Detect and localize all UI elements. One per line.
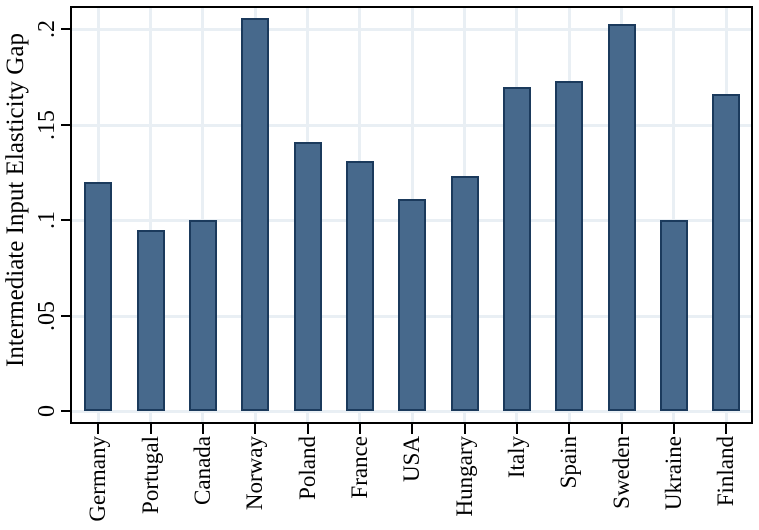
bar-germany <box>84 182 113 411</box>
x-category-label: Spain <box>556 436 582 489</box>
bar-france <box>345 161 374 411</box>
x-axis-tick <box>672 424 675 434</box>
bar-canada <box>188 220 217 411</box>
x-axis-tick <box>201 424 204 434</box>
y-axis-title: Intermediate Input Elasticity Gap <box>2 33 29 367</box>
x-axis-tick <box>463 424 466 434</box>
bar-norway <box>241 17 270 411</box>
x-axis-tick <box>620 424 623 434</box>
y-tick-label: .2 <box>34 20 60 39</box>
y-axis-tick <box>61 410 70 412</box>
x-axis-tick <box>97 424 100 434</box>
y-tick-label: .1 <box>34 211 60 230</box>
x-axis-tick <box>149 424 152 434</box>
bar-portugal <box>136 229 165 411</box>
x-category-label: Canada <box>189 436 215 505</box>
x-category-label: France <box>346 436 372 499</box>
x-category-label: Sweden <box>608 436 634 509</box>
bar-sweden <box>607 23 636 411</box>
x-category-label: Poland <box>294 436 320 500</box>
y-tick-label: .05 <box>34 300 60 331</box>
bar-finland <box>712 94 741 411</box>
bar-ukraine <box>659 220 688 411</box>
bar-usa <box>398 199 427 411</box>
y-axis-tick <box>61 123 70 126</box>
v-gridline <box>149 8 153 422</box>
v-gridline <box>201 8 205 422</box>
bar-hungary <box>450 176 479 411</box>
x-category-label: Italy <box>503 436 529 479</box>
y-axis-tick <box>61 219 70 222</box>
x-category-label: Germany <box>85 436 111 522</box>
y-tick-label: .15 <box>34 109 60 140</box>
y-axis-tick <box>61 28 70 31</box>
bar-italy <box>502 86 531 411</box>
x-category-label: Norway <box>242 436 268 511</box>
x-category-label: USA <box>399 436 425 483</box>
x-axis-tick <box>254 424 257 434</box>
plot-area <box>70 6 753 424</box>
x-axis-tick <box>306 424 309 434</box>
x-category-label: Ukraine <box>660 436 686 511</box>
x-category-label: Hungary <box>451 436 477 517</box>
bar-poland <box>293 141 322 411</box>
x-axis-tick <box>515 424 518 434</box>
y-tick-label: 0 <box>34 405 60 417</box>
v-gridline <box>672 8 676 422</box>
x-axis-tick <box>568 424 571 434</box>
x-category-label: Finland <box>713 436 739 507</box>
x-axis-tick <box>725 424 728 434</box>
x-axis-tick <box>411 424 414 434</box>
y-axis-tick <box>61 314 70 317</box>
x-category-label: Portugal <box>137 436 163 514</box>
x-axis-tick <box>358 424 361 434</box>
bar-spain <box>555 80 584 411</box>
